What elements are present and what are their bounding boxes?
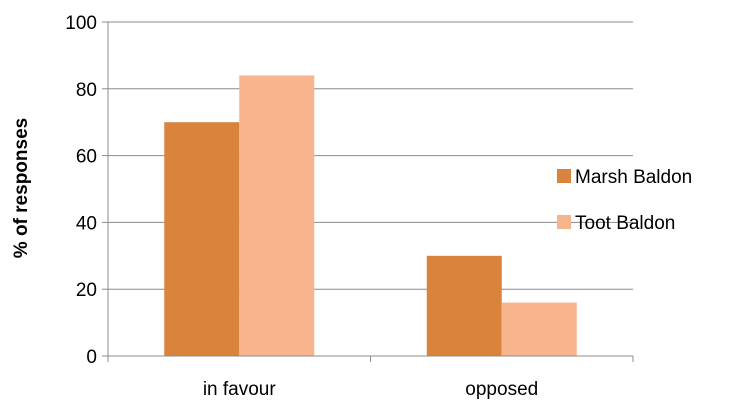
y-tick-label: 100 — [65, 13, 97, 34]
y-tick-label: 0 — [86, 347, 97, 368]
bar-marsh-baldon-in-favour — [164, 122, 240, 356]
y-tick-label: 40 — [76, 213, 97, 234]
y-tick-label: 60 — [76, 147, 97, 168]
legend-swatch — [557, 215, 571, 229]
bar-marsh-baldon-opposed — [426, 255, 502, 356]
bars — [164, 75, 577, 356]
y-axis-title: % of responses — [11, 118, 32, 258]
y-tick-label: 20 — [76, 280, 97, 301]
x-category-label: in favour — [203, 379, 277, 400]
legend-label: Marsh Baldon — [575, 167, 692, 188]
legend-label: Toot Baldon — [575, 213, 675, 234]
y-tick-labels: 0 20 40 60 80 100 — [65, 13, 97, 368]
legend-swatch — [557, 169, 571, 183]
axes — [107, 22, 634, 362]
x-category-label: opposed — [465, 379, 538, 400]
y-tick-label: 80 — [76, 80, 97, 101]
legend: Marsh Baldon Toot Baldon — [557, 167, 692, 234]
x-category-labels: in favour opposed — [203, 379, 538, 400]
bar-toot-baldon-in-favour — [239, 75, 315, 356]
bar-toot-baldon-opposed — [501, 302, 577, 356]
